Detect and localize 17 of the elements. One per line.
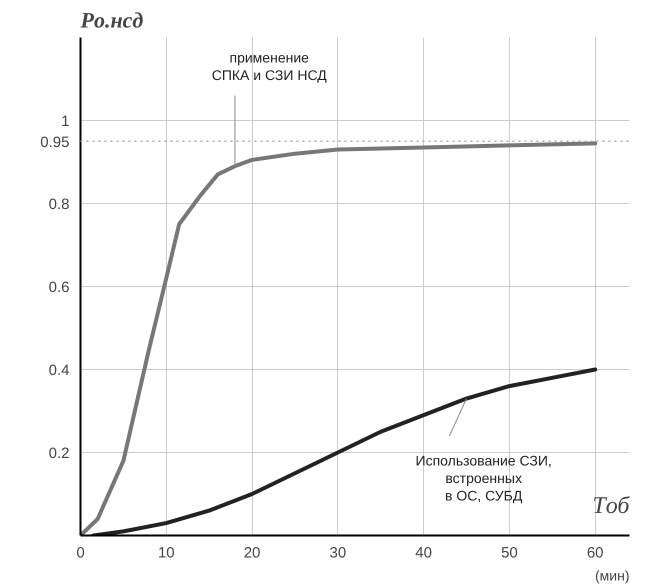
text: применение СПКА и СЗИ НСД: [212, 50, 328, 84]
x-tick-label: 40: [415, 544, 432, 562]
text: Использование СЗИ, встроенных в ОС, СУБД: [416, 452, 552, 504]
y-tick-label: 1: [61, 113, 70, 130]
x-tick-label: 10: [158, 544, 175, 562]
x-tick-label: 50: [501, 544, 518, 562]
y-axis-title: Pо.нсд: [80, 8, 144, 32]
ref-line-label: 0.95: [40, 134, 70, 151]
y-tick-label: 0.4: [48, 362, 70, 379]
text: (мин): [595, 568, 630, 584]
y-tick-label: 0.8: [48, 196, 70, 213]
y-tick-label: 0.6: [48, 279, 70, 296]
y-tick-label: 0.2: [48, 445, 70, 462]
x-tick-label: 60: [586, 544, 604, 562]
x-tick-label: 20: [244, 544, 260, 562]
x-tick-label: 0: [76, 544, 85, 562]
x-tick-label: 30: [330, 544, 346, 562]
